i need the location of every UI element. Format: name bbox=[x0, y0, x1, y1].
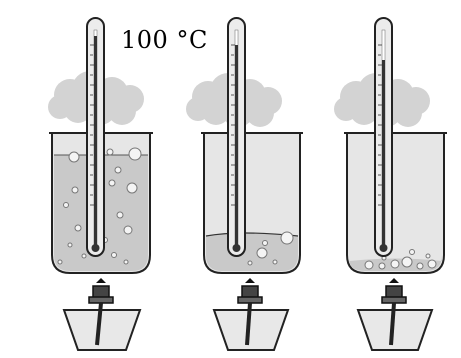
thermometer bbox=[86, 17, 105, 257]
flame bbox=[245, 278, 255, 283]
spirit-burner bbox=[62, 278, 142, 351]
beaker bbox=[344, 132, 447, 274]
setup-2 bbox=[186, 17, 303, 351]
bubbles bbox=[247, 231, 294, 266]
temperature-label: 100 °C bbox=[121, 26, 208, 54]
thermometer bbox=[374, 17, 393, 257]
spirit-burner bbox=[212, 278, 290, 351]
thermometer bbox=[227, 17, 246, 257]
bubbles bbox=[57, 147, 142, 265]
flame bbox=[389, 278, 399, 283]
beaker bbox=[201, 132, 303, 274]
setup-3 bbox=[334, 17, 447, 351]
flame bbox=[96, 278, 106, 283]
spirit-burner bbox=[356, 278, 434, 351]
setup-1 bbox=[48, 17, 153, 351]
bubbles bbox=[364, 249, 437, 270]
